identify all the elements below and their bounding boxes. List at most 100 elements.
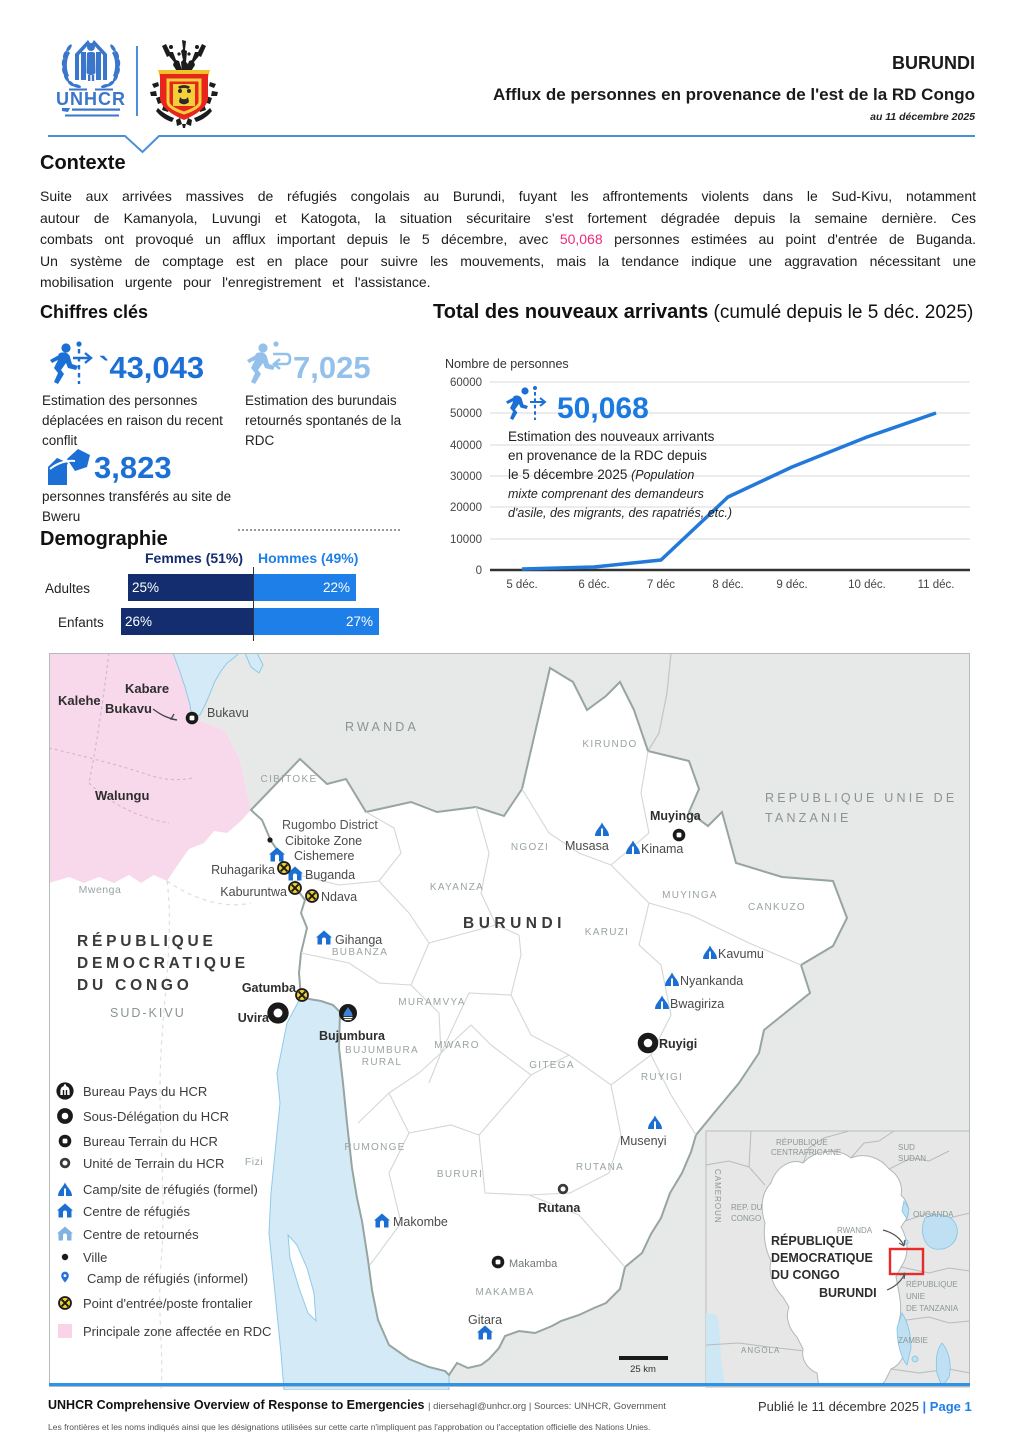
svg-text:RÉPUBLIQUE: RÉPUBLIQUE bbox=[776, 1138, 828, 1147]
svg-text:9 déc.: 9 déc. bbox=[776, 579, 807, 591]
svg-text:Bukavu: Bukavu bbox=[105, 701, 152, 716]
svg-text:NGOZI: NGOZI bbox=[511, 842, 549, 853]
svg-text:CANKUZO: CANKUZO bbox=[748, 902, 806, 913]
svg-text:Centre de réfugiés: Centre de réfugiés bbox=[83, 1204, 190, 1219]
svg-text:Musasa: Musasa bbox=[565, 839, 609, 853]
svg-text:REP. DU: REP. DU bbox=[731, 1203, 763, 1212]
svg-text:5 déc.: 5 déc. bbox=[506, 579, 537, 591]
svg-text:Kalehe: Kalehe bbox=[58, 693, 101, 708]
svg-text:Ruyigi: Ruyigi bbox=[659, 1037, 697, 1051]
svg-text:CIBITOKE: CIBITOKE bbox=[261, 774, 318, 785]
svg-text:RÉPUBLIQUE: RÉPUBLIQUE bbox=[771, 1233, 853, 1248]
svg-text:Muyinga: Muyinga bbox=[650, 809, 702, 823]
svg-text:DU CONGO: DU CONGO bbox=[77, 977, 193, 994]
svg-text:RWANDA: RWANDA bbox=[345, 720, 419, 734]
svg-text:DE TANZANIA: DE TANZANIA bbox=[906, 1304, 959, 1313]
svg-text:Kinama: Kinama bbox=[641, 842, 683, 856]
svg-text:Makamba: Makamba bbox=[509, 1258, 558, 1270]
svg-text:50,068: 50,068 bbox=[557, 392, 649, 425]
svg-text:Buganda: Buganda bbox=[305, 868, 355, 882]
svg-text:Nombre de personnes: Nombre de personnes bbox=[445, 357, 569, 371]
svg-text:Cibitoke Zone: Cibitoke Zone bbox=[285, 834, 362, 848]
svg-text:Kavumu: Kavumu bbox=[718, 947, 764, 961]
svg-text:Nyankanda: Nyankanda bbox=[680, 974, 743, 988]
svg-text:Kabare: Kabare bbox=[125, 681, 169, 696]
svg-text:SUD: SUD bbox=[898, 1143, 915, 1152]
svg-text:en provenance de la RDC depuis: en provenance de la RDC depuis bbox=[508, 448, 707, 463]
svg-text:Bukavu: Bukavu bbox=[207, 706, 249, 720]
svg-text:40000: 40000 bbox=[450, 440, 482, 452]
svg-text:RÉPUBLIQUE: RÉPUBLIQUE bbox=[77, 933, 217, 950]
svg-text:CONGO: CONGO bbox=[731, 1214, 761, 1223]
svg-text:Bureau Terrain du HCR: Bureau Terrain du HCR bbox=[83, 1134, 218, 1149]
svg-text:SUD-KIVU: SUD-KIVU bbox=[110, 1006, 186, 1020]
svg-text:TANZANIE: TANZANIE bbox=[765, 811, 851, 825]
svg-text:6 déc.: 6 déc. bbox=[578, 579, 609, 591]
svg-text:Makombe: Makombe bbox=[393, 1215, 448, 1229]
svg-text:Mwenga: Mwenga bbox=[79, 884, 122, 896]
svg-text:DEMOCRATIQUE: DEMOCRATIQUE bbox=[77, 955, 249, 972]
svg-text:Ruhagarika: Ruhagarika bbox=[211, 863, 275, 877]
svg-text:Camp/site de réfugiés (formel): Camp/site de réfugiés (formel) bbox=[83, 1182, 258, 1197]
svg-text:11 déc.: 11 déc. bbox=[918, 579, 955, 591]
svg-text:Ndava: Ndava bbox=[321, 890, 357, 904]
svg-text:Ville: Ville bbox=[83, 1250, 107, 1265]
svg-text:BURUNDI: BURUNDI bbox=[463, 915, 566, 932]
svg-text:Rugombo District: Rugombo District bbox=[282, 818, 378, 832]
svg-text:UNHCR: UNHCR bbox=[56, 89, 126, 109]
svg-text:ZAMBIE: ZAMBIE bbox=[898, 1336, 928, 1345]
svg-text:GITEGA: GITEGA bbox=[529, 1060, 575, 1071]
svg-text:Gitara: Gitara bbox=[468, 1313, 502, 1327]
svg-text:CENTRAFRICAINE: CENTRAFRICAINE bbox=[771, 1148, 841, 1157]
svg-text:le 5 décembre 2025 (Population: le 5 décembre 2025 (Population bbox=[508, 467, 694, 482]
svg-text:25 km: 25 km bbox=[630, 1364, 656, 1375]
svg-text:Point d'entrée/poste frontalie: Point d'entrée/poste frontalier bbox=[83, 1296, 253, 1311]
svg-text:BUJUMBURA: BUJUMBURA bbox=[345, 1045, 419, 1056]
svg-text:Rutana: Rutana bbox=[538, 1201, 581, 1215]
svg-text:Centre de retournés: Centre de retournés bbox=[83, 1227, 199, 1242]
svg-text:Bureau Pays du HCR: Bureau Pays du HCR bbox=[83, 1084, 207, 1099]
svg-text:BURURI: BURURI bbox=[437, 1169, 483, 1180]
svg-text:Uvira: Uvira bbox=[238, 1011, 270, 1025]
svg-text:Bwagiriza: Bwagiriza bbox=[670, 997, 724, 1011]
svg-text:Fizi: Fizi bbox=[245, 1156, 263, 1168]
svg-text:mixte comprenant des demandeur: mixte comprenant des demandeurs bbox=[508, 487, 704, 501]
svg-text:Bujumbura: Bujumbura bbox=[319, 1029, 386, 1043]
svg-text:CAMEROUN: CAMEROUN bbox=[713, 1169, 722, 1224]
svg-text:20000: 20000 bbox=[450, 502, 482, 514]
svg-text:RUYIGI: RUYIGI bbox=[641, 1072, 683, 1083]
svg-text:Unité de Terrain du HCR: Unité de Terrain du HCR bbox=[83, 1156, 224, 1171]
svg-text:MWARO: MWARO bbox=[434, 1040, 480, 1051]
svg-text:BURUNDI: BURUNDI bbox=[819, 1286, 877, 1300]
svg-text:OUGANDA: OUGANDA bbox=[913, 1210, 954, 1219]
svg-text:Principale zone affectée en RD: Principale zone affectée en RDC bbox=[83, 1324, 271, 1339]
svg-text:REPUBLIQUE UNIE DE: REPUBLIQUE UNIE DE bbox=[765, 791, 957, 805]
svg-text:DU CONGO: DU CONGO bbox=[771, 1268, 840, 1282]
svg-text:Walungu: Walungu bbox=[95, 788, 149, 803]
svg-text:Sous-Délégation du HCR: Sous-Délégation du HCR bbox=[83, 1109, 229, 1124]
svg-text:50000: 50000 bbox=[450, 408, 482, 420]
svg-text:Cishemere: Cishemere bbox=[294, 849, 354, 863]
svg-text:BUBANZA: BUBANZA bbox=[332, 947, 388, 958]
svg-text:8 déc.: 8 déc. bbox=[712, 579, 743, 591]
svg-text:MAKAMBA: MAKAMBA bbox=[475, 1287, 534, 1298]
svg-text:Musenyi: Musenyi bbox=[620, 1134, 667, 1148]
svg-text:RÉPUBLIQUE: RÉPUBLIQUE bbox=[906, 1280, 958, 1289]
svg-text:60000: 60000 bbox=[450, 377, 482, 389]
svg-text:KARUZI: KARUZI bbox=[585, 927, 629, 938]
svg-text:RWANDA: RWANDA bbox=[837, 1226, 873, 1235]
svg-text:RUTANA: RUTANA bbox=[576, 1162, 624, 1173]
svg-text:Camp de réfugiés (informel): Camp de réfugiés (informel) bbox=[87, 1271, 248, 1286]
svg-text:10000: 10000 bbox=[450, 534, 482, 546]
svg-text:d'asile, des migrants, des rap: d'asile, des migrants, des rapatriés, et… bbox=[508, 506, 732, 520]
svg-text:UNIE: UNIE bbox=[906, 1292, 925, 1301]
svg-text:Gihanga: Gihanga bbox=[335, 933, 382, 947]
svg-text:MURAMVYA: MURAMVYA bbox=[398, 997, 465, 1008]
svg-text:10 déc.: 10 déc. bbox=[848, 579, 886, 591]
svg-text:KAYANZA: KAYANZA bbox=[430, 882, 484, 893]
svg-text:Estimation des nouveaux arriva: Estimation des nouveaux arrivants bbox=[508, 429, 715, 444]
svg-text:Gatumba: Gatumba bbox=[242, 981, 297, 995]
svg-text:RURAL: RURAL bbox=[362, 1057, 402, 1068]
svg-text:Kaburuntwa: Kaburuntwa bbox=[220, 885, 287, 899]
svg-text:DEMOCRATIQUE: DEMOCRATIQUE bbox=[771, 1251, 873, 1265]
